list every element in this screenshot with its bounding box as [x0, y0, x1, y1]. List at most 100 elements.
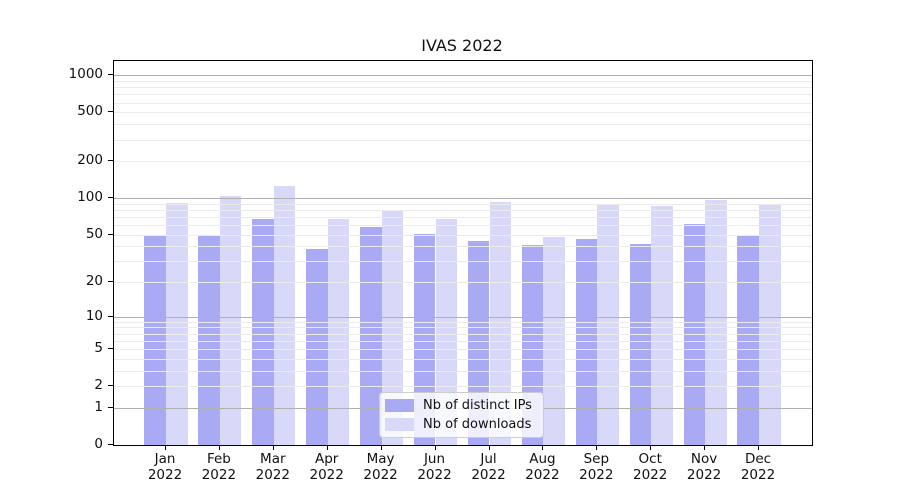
- bar-downloads-jun: [435, 218, 458, 445]
- minor-gridline: [114, 370, 812, 372]
- bar-distinct-ips-apr: [306, 249, 328, 445]
- x-tick-label: May 2022: [363, 451, 398, 483]
- bar-distinct-ips-mar: [252, 219, 274, 445]
- x-tick-mark: [218, 445, 220, 450]
- bar-downloads-dec: [759, 204, 781, 445]
- bar-downloads-jul: [489, 201, 512, 445]
- y-tick-label: 10: [85, 307, 103, 324]
- x-tick-mark: [596, 445, 598, 450]
- minor-gridline: [114, 234, 812, 236]
- x-tick-label: Jan 2022: [147, 451, 183, 483]
- x-tick-label: Nov 2022: [686, 451, 722, 483]
- x-tick-mark: [758, 445, 759, 450]
- x-tick-mark: [488, 445, 490, 450]
- y-tick-label: 1000: [68, 66, 103, 83]
- bar-downloads-apr: [327, 219, 350, 445]
- bar-distinct-ips-dec: [737, 235, 759, 445]
- x-tick-mark: [650, 445, 652, 450]
- bar-downloads-jan: [166, 202, 188, 445]
- x-tick-mark: [542, 445, 544, 450]
- chart-title: IVAS 2022: [421, 36, 503, 55]
- y-tick-label: 2: [94, 377, 103, 394]
- minor-gridline: [114, 81, 812, 82]
- y-tick-label: 50: [85, 225, 103, 242]
- grid-layer: [114, 61, 812, 445]
- minor-gridline: [114, 216, 812, 218]
- minor-gridline: [114, 102, 812, 104]
- minor-gridline: [114, 349, 812, 351]
- y-tick-mark: [108, 444, 114, 445]
- y-tick-mark: [108, 348, 114, 350]
- x-tick-label: Feb 2022: [201, 451, 237, 483]
- y-tick-mark: [108, 385, 114, 387]
- y-tick-label: 500: [77, 103, 103, 120]
- minor-gridline: [114, 139, 812, 141]
- legend-swatch-distinct-ips-icon: [385, 399, 414, 412]
- x-tick-label: Sep 2022: [579, 451, 614, 483]
- y-tick-label: 20: [85, 273, 103, 290]
- minor-gridline: [114, 282, 812, 284]
- legend-item-distinct-ips: Nb of distinct IPs: [385, 398, 543, 413]
- minor-gridline: [114, 358, 812, 360]
- y-tick-label: 5: [94, 340, 103, 357]
- minor-gridline: [114, 94, 812, 96]
- legend-swatch-downloads-icon: [385, 418, 414, 431]
- bar-distinct-ips-jan: [144, 234, 166, 445]
- major-gridline: [114, 316, 812, 318]
- legend: Nb of distinct IPs Nb of downloads: [379, 392, 544, 438]
- y-tick-label: 0: [94, 436, 103, 452]
- x-tick-mark: [380, 445, 382, 450]
- x-tick-label: Apr 2022: [309, 451, 344, 483]
- bar-distinct-ips-sep: [575, 239, 598, 445]
- y-tick-mark: [108, 406, 114, 408]
- minor-gridline: [114, 261, 812, 263]
- minor-gridline: [114, 327, 812, 329]
- bar-downloads-sep: [597, 204, 619, 445]
- y-tick-mark: [108, 281, 114, 283]
- y-tick-mark: [108, 197, 114, 199]
- bar-downloads-oct: [651, 206, 673, 445]
- major-gridline: [114, 75, 812, 77]
- x-tick-label: Oct 2022: [633, 451, 668, 483]
- y-tick-mark: [108, 315, 114, 317]
- x-tick-mark: [704, 445, 706, 450]
- y-tick-mark: [108, 233, 114, 235]
- y-tick-label: 200: [77, 152, 103, 169]
- x-tick-label: Dec 2022: [740, 451, 776, 483]
- minor-gridline: [114, 333, 812, 335]
- y-tick-mark: [108, 74, 114, 76]
- legend-item-downloads: Nb of downloads: [385, 417, 543, 432]
- bar-downloads-mar: [273, 186, 296, 445]
- minor-gridline: [114, 386, 812, 388]
- minor-gridline: [114, 161, 812, 163]
- minor-gridline: [114, 225, 812, 226]
- minor-gridline: [114, 87, 812, 89]
- y-tick-label: 100: [77, 189, 103, 206]
- bar-distinct-ips-oct: [629, 243, 652, 445]
- minor-gridline: [114, 246, 812, 248]
- x-tick-label: Jul 2022: [471, 451, 506, 483]
- y-tick-label: 1: [94, 398, 103, 415]
- plot-area: [113, 60, 813, 446]
- bar-downloads-feb: [219, 196, 242, 445]
- x-tick-mark: [272, 445, 274, 450]
- x-tick-label: Aug 2022: [525, 451, 560, 483]
- minor-gridline: [114, 340, 812, 342]
- minor-gridline: [114, 112, 812, 114]
- x-tick-mark: [434, 445, 436, 450]
- major-gridline: [114, 198, 812, 200]
- legend-label-downloads: Nb of downloads: [423, 417, 532, 432]
- x-tick-mark: [326, 445, 328, 450]
- bar-distinct-ips-feb: [198, 235, 220, 445]
- legend-label-distinct-ips: Nb of distinct IPs: [423, 398, 532, 413]
- minor-gridline: [114, 124, 812, 126]
- x-tick-label: Mar 2022: [255, 451, 290, 483]
- y-tick-mark: [108, 111, 114, 113]
- bar-distinct-ips-may: [360, 226, 382, 445]
- y-tick-mark: [108, 160, 114, 162]
- x-tick-mark: [165, 445, 166, 450]
- minor-gridline: [114, 203, 812, 205]
- minor-gridline: [114, 209, 812, 211]
- minor-gridline: [114, 321, 812, 323]
